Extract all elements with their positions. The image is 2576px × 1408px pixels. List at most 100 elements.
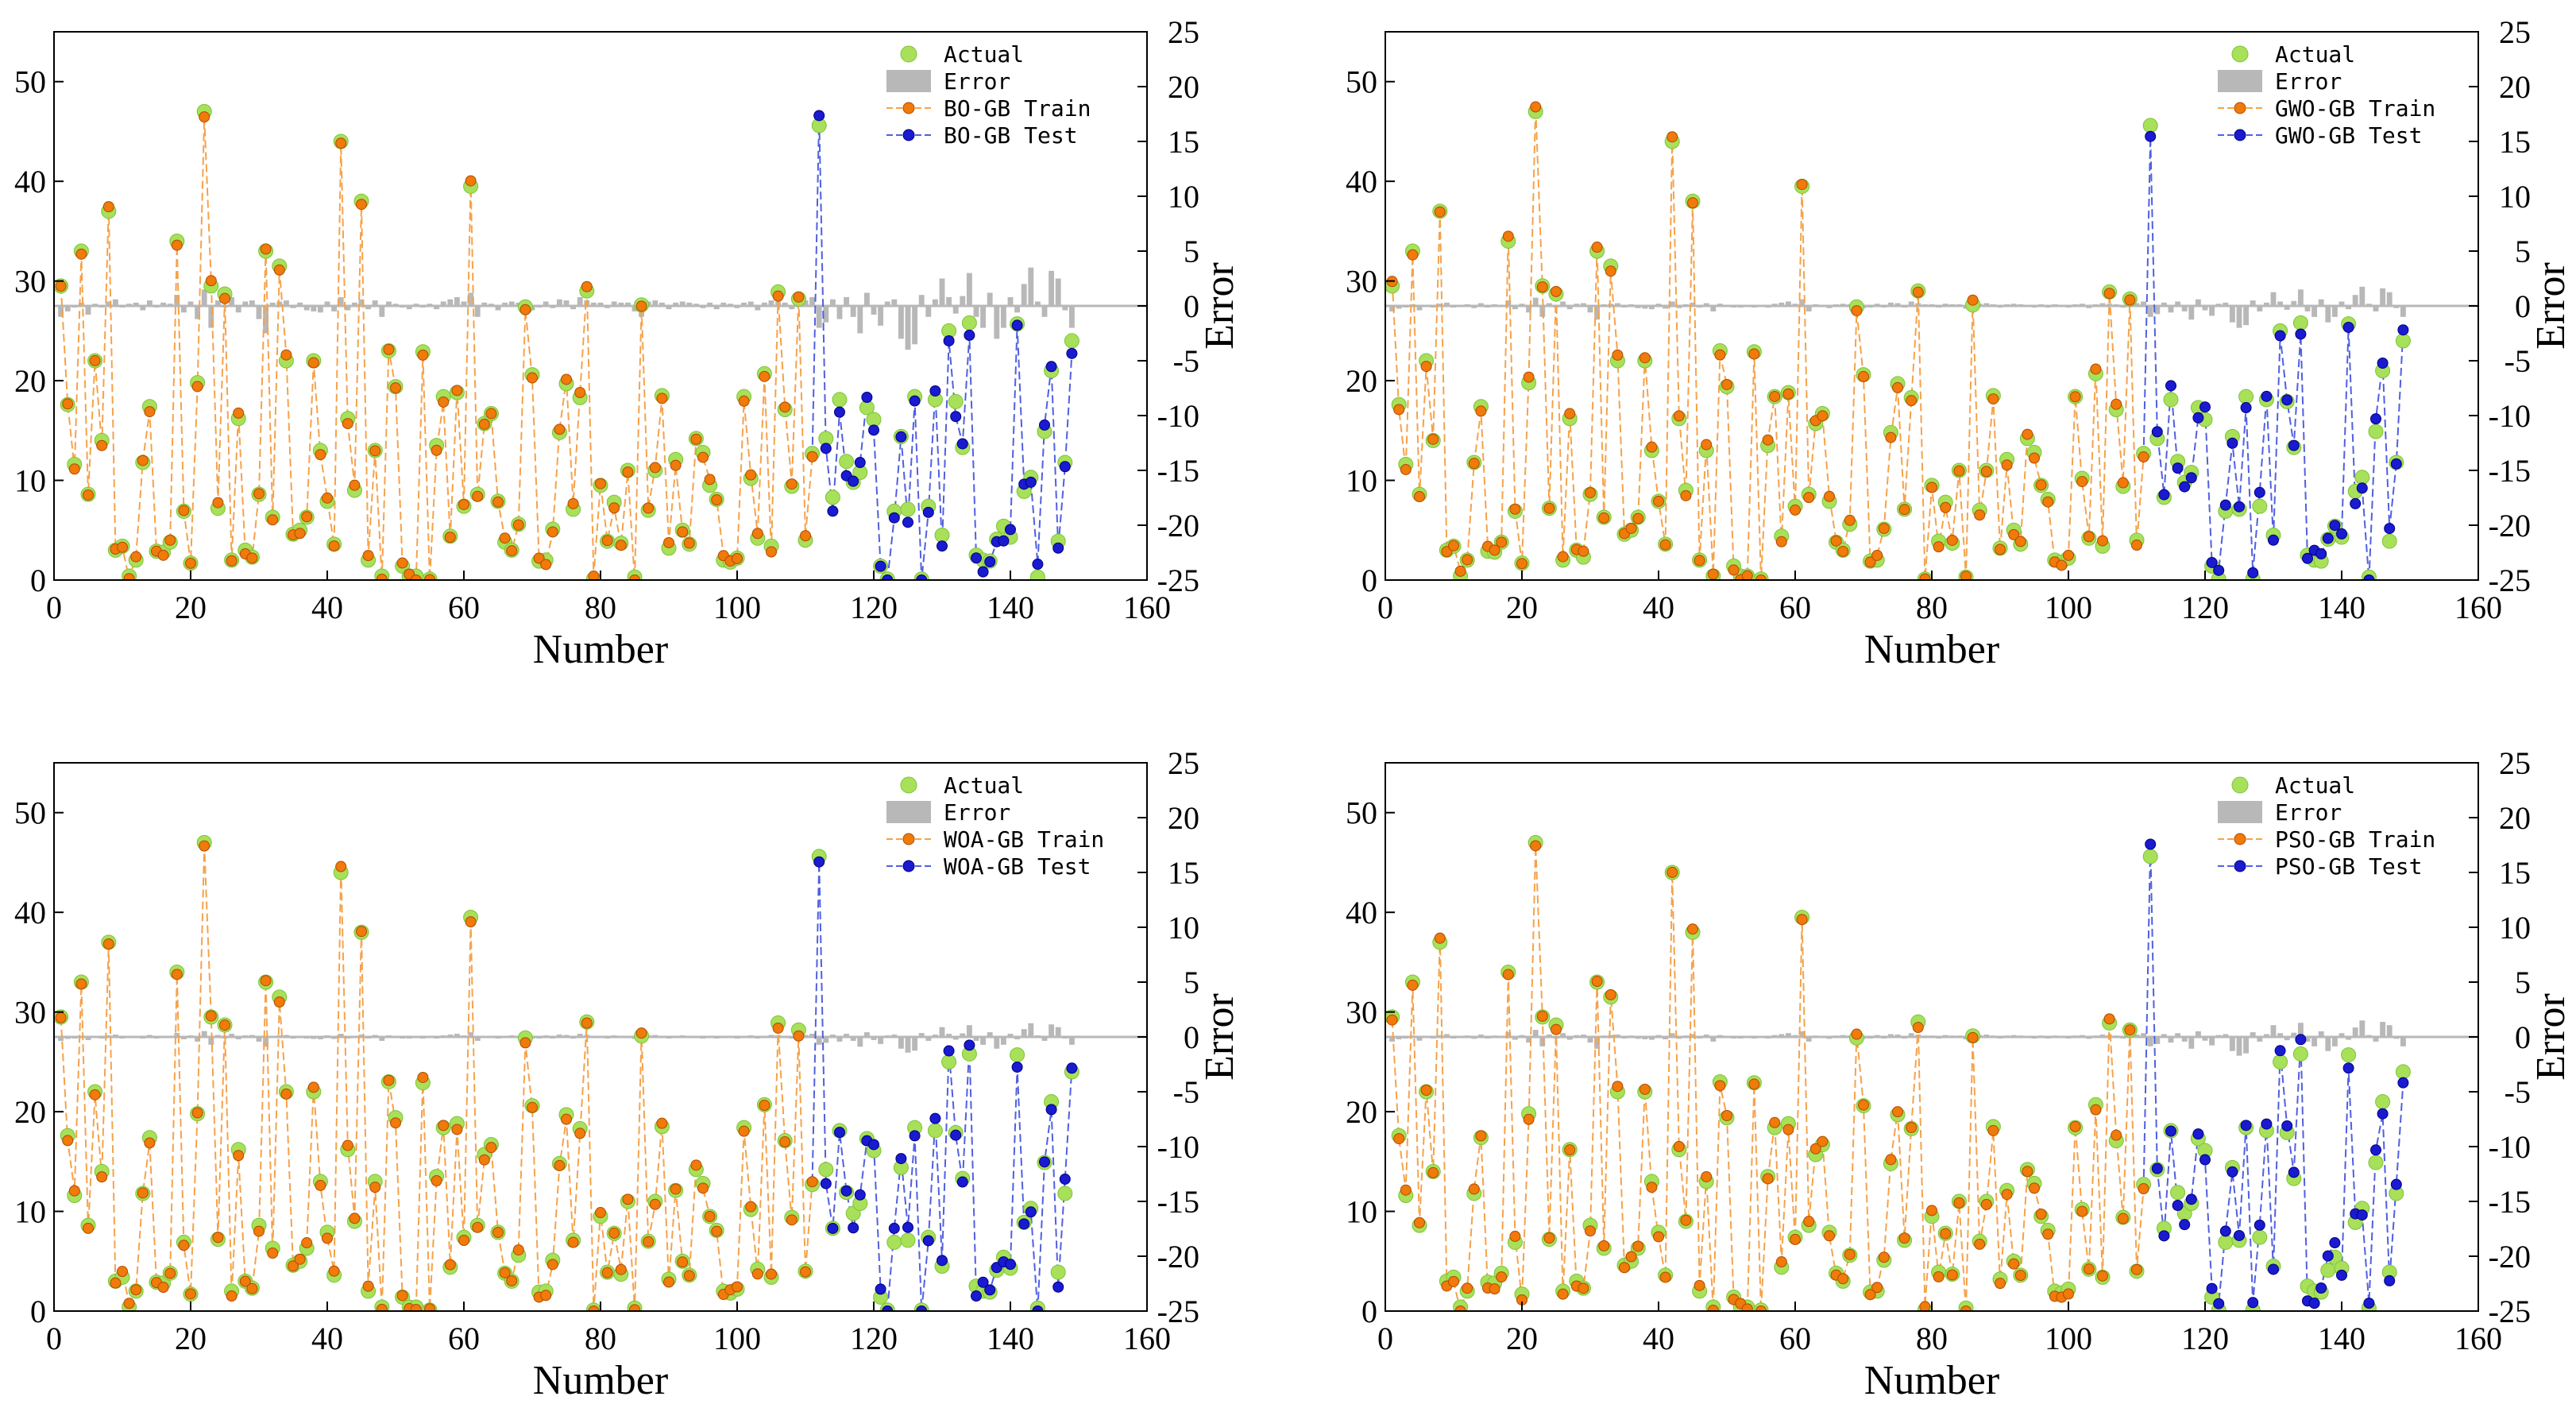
test-point bbox=[2302, 552, 2313, 564]
test-point bbox=[2350, 497, 2362, 509]
error-bar bbox=[406, 306, 412, 310]
error-bar bbox=[1642, 306, 1648, 309]
error-bar bbox=[987, 292, 993, 306]
train-point bbox=[2008, 1258, 2020, 1270]
test-point bbox=[1011, 1061, 1023, 1073]
train-point bbox=[75, 248, 87, 260]
error-bar bbox=[1034, 301, 1041, 306]
train-point bbox=[2111, 398, 2122, 410]
error-bar bbox=[2134, 303, 2140, 306]
train-point bbox=[806, 451, 818, 462]
y-tick-label: 50 bbox=[1346, 795, 1377, 831]
train-point bbox=[1953, 1197, 1965, 1209]
test-point bbox=[827, 505, 839, 517]
error-bar bbox=[201, 289, 207, 306]
test-point bbox=[2254, 486, 2265, 498]
train-point bbox=[629, 574, 640, 580]
test-point bbox=[2390, 458, 2402, 470]
error-bar bbox=[2181, 306, 2188, 311]
error-bar bbox=[502, 302, 508, 306]
train-point bbox=[697, 1182, 709, 1194]
train-point bbox=[1864, 556, 1876, 568]
error-bar bbox=[1566, 1037, 1573, 1040]
train-point bbox=[1680, 489, 1692, 501]
error-bar bbox=[918, 1033, 925, 1037]
train-point bbox=[410, 1304, 422, 1311]
train-point bbox=[2008, 528, 2020, 540]
test-point bbox=[2274, 330, 2286, 342]
train-point bbox=[431, 1175, 442, 1187]
train-point bbox=[1407, 249, 1419, 261]
error-bar bbox=[755, 306, 761, 311]
test-point bbox=[2151, 426, 2163, 438]
test-point bbox=[2158, 1230, 2170, 1242]
y2-axis-title: Error bbox=[2528, 262, 2574, 350]
train-point bbox=[1755, 574, 1767, 580]
actual-point bbox=[2354, 470, 2370, 485]
train-point bbox=[267, 514, 279, 526]
train-point bbox=[458, 498, 469, 510]
train-point bbox=[417, 349, 429, 361]
train-point bbox=[307, 357, 319, 369]
train-point bbox=[1557, 1288, 1569, 1300]
train-point bbox=[1782, 388, 1794, 400]
x-tick-label: 40 bbox=[1643, 1321, 1674, 1356]
train-point bbox=[246, 1282, 258, 1294]
error-bar bbox=[2331, 306, 2338, 317]
train-point bbox=[185, 1288, 196, 1300]
train-point bbox=[1707, 568, 1719, 580]
actual-point bbox=[2381, 533, 2397, 549]
error-bar bbox=[1566, 306, 1573, 310]
y2-tick-label: 5 bbox=[2515, 965, 2531, 1000]
train-point bbox=[485, 1142, 497, 1154]
train-point bbox=[438, 1120, 450, 1131]
train-point bbox=[280, 1088, 292, 1100]
train-point bbox=[779, 1136, 791, 1148]
train-point bbox=[732, 552, 743, 564]
x-tick-label: 120 bbox=[850, 590, 898, 625]
test-point bbox=[888, 512, 900, 524]
error-bar bbox=[597, 302, 604, 306]
legend-error-label: Error bbox=[944, 68, 1010, 95]
train-point bbox=[1892, 381, 1903, 393]
train-point bbox=[1762, 434, 1774, 446]
error-bar bbox=[256, 306, 262, 319]
y2-tick-label: 5 bbox=[2515, 234, 2531, 269]
train-point bbox=[444, 532, 456, 543]
error-bar bbox=[64, 306, 71, 311]
error-bar bbox=[1587, 306, 1593, 313]
error-bar bbox=[966, 1025, 972, 1037]
x-axis-title: Number bbox=[533, 1358, 668, 1403]
error-bar bbox=[1505, 300, 1512, 306]
train-point bbox=[55, 1012, 67, 1023]
train-point bbox=[711, 494, 723, 506]
train-point bbox=[1933, 541, 1945, 553]
train-point bbox=[396, 1290, 408, 1302]
train-point bbox=[704, 474, 716, 485]
error-bar bbox=[256, 1037, 262, 1042]
test-point bbox=[929, 385, 941, 396]
error-bar bbox=[802, 300, 809, 306]
y2-tick-label: 20 bbox=[1168, 69, 1199, 105]
test-point bbox=[2336, 528, 2347, 540]
train-point bbox=[1673, 1140, 1685, 1152]
train-point bbox=[123, 1298, 135, 1309]
train-point bbox=[335, 861, 347, 872]
test-point bbox=[2261, 1118, 2273, 1130]
actual-point bbox=[2292, 315, 2308, 331]
train-point bbox=[1796, 179, 1808, 191]
test-point bbox=[2356, 1209, 2368, 1221]
error-bar bbox=[686, 302, 693, 306]
error-bar bbox=[2352, 295, 2358, 306]
y2-tick-label: 0 bbox=[1184, 288, 1199, 324]
train-point bbox=[595, 1207, 606, 1219]
error-bar bbox=[1396, 306, 1402, 309]
test-point bbox=[943, 335, 955, 346]
chart-panel-1: 0 20 40 60 80 100 120 140 16001020304050-25-20-1… bbox=[14, 14, 1242, 672]
train-point bbox=[1824, 1230, 1835, 1242]
x-tick-label: 140 bbox=[987, 1321, 1034, 1356]
error-bar bbox=[2223, 302, 2229, 306]
y2-tick-label: -5 bbox=[2505, 343, 2531, 379]
error-bar bbox=[1512, 306, 1518, 310]
y2-tick-label: 15 bbox=[2499, 855, 2531, 891]
